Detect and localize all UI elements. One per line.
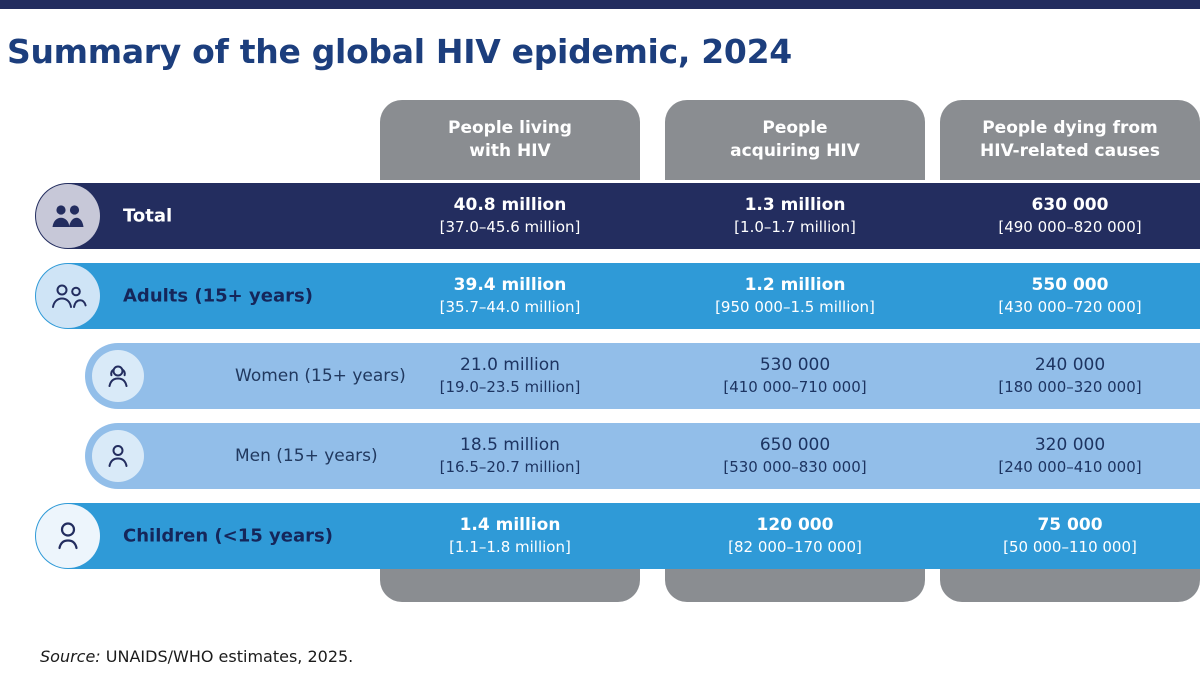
column-header-label: People living with HIV	[448, 118, 572, 161]
cell-range: [16.5–20.7 million]	[439, 457, 581, 476]
cell-adults-acquiring: 1.2 million [950 000–1.5 million]	[665, 263, 925, 329]
column-header-people-dying: People dying from HIV-related causes	[940, 100, 1200, 180]
cell-estimate: 75 000	[1037, 515, 1103, 536]
column-header-label: People acquiring HIV	[730, 118, 860, 161]
people-group-icon	[36, 184, 100, 248]
child-icon	[36, 504, 100, 568]
cell-range: [240 000–410 000]	[998, 457, 1142, 476]
cell-range: [410 000–710 000]	[723, 377, 867, 396]
man-icon	[92, 430, 144, 482]
cell-range: [82 000–170 000]	[728, 537, 862, 556]
cell-children-dying: 75 000 [50 000–110 000]	[940, 503, 1200, 569]
cell-estimate: 630 000	[1031, 195, 1109, 216]
cell-women-acquiring: 530 000 [410 000–710 000]	[665, 343, 925, 409]
cell-estimate: 530 000	[759, 355, 831, 376]
cell-range: [530 000–830 000]	[723, 457, 867, 476]
two-adults-icon	[36, 264, 100, 328]
cell-estimate: 120 000	[756, 515, 834, 536]
table-row-children: Children (<15 years) 1.4 million [1.1–1.…	[35, 503, 1200, 569]
row-label: Adults (15+ years)	[123, 285, 313, 307]
column-header-people-acquiring-hiv: People acquiring HIV	[665, 100, 925, 180]
cell-estimate: 1.2 million	[744, 275, 846, 296]
cell-estimate: 320 000	[1034, 435, 1106, 456]
table-row-total: Total 40.8 million [37.0–45.6 million] 1…	[35, 183, 1200, 249]
row-label: Women (15+ years)	[235, 366, 406, 386]
top-accent-bar	[0, 0, 1200, 9]
row-label: Total	[123, 205, 173, 227]
cell-estimate: 39.4 million	[453, 275, 567, 296]
table-row-women: Women (15+ years) 21.0 million [19.0–23.…	[85, 343, 1200, 409]
cell-estimate: 550 000	[1031, 275, 1109, 296]
cell-range: [19.0–23.5 million]	[439, 377, 581, 396]
cell-estimate: 18.5 million	[460, 435, 560, 456]
source-text: UNAIDS/WHO estimates, 2025.	[105, 647, 354, 666]
source-note: Source: UNAIDS/WHO estimates, 2025.	[40, 647, 353, 666]
woman-icon	[92, 350, 144, 402]
cell-range: [430 000–720 000]	[998, 297, 1142, 316]
table-row-adults: Adults (15+ years) 39.4 million [35.7–44…	[35, 263, 1200, 329]
cell-estimate: 40.8 million	[453, 195, 567, 216]
cell-range: [37.0–45.6 million]	[439, 217, 581, 236]
row-label: Men (15+ years)	[235, 446, 378, 466]
column-header-people-living-with-hiv: People living with HIV	[380, 100, 640, 180]
cell-men-acquiring: 650 000 [530 000–830 000]	[665, 423, 925, 489]
cell-range: [180 000–320 000]	[998, 377, 1142, 396]
cell-range: [50 000–110 000]	[1003, 537, 1137, 556]
column-band-tail	[380, 569, 640, 602]
cell-estimate: 1.4 million	[459, 515, 561, 536]
cell-range: [490 000–820 000]	[998, 217, 1142, 236]
cell-total-dying: 630 000 [490 000–820 000]	[940, 183, 1200, 249]
cell-estimate: 21.0 million	[460, 355, 560, 376]
cell-women-living: 21.0 million [19.0–23.5 million]	[380, 343, 640, 409]
cell-range: [35.7–44.0 million]	[439, 297, 581, 316]
cell-women-dying: 240 000 [180 000–320 000]	[940, 343, 1200, 409]
source-label: Source:	[40, 647, 101, 666]
cell-range: [950 000–1.5 million]	[715, 297, 875, 316]
cell-total-living: 40.8 million [37.0–45.6 million]	[380, 183, 640, 249]
table-row-men: Men (15+ years) 18.5 million [16.5–20.7 …	[85, 423, 1200, 489]
page-title: Summary of the global HIV epidemic, 2024	[7, 32, 792, 71]
cell-total-acquiring: 1.3 million [1.0–1.7 million]	[665, 183, 925, 249]
cell-estimate: 240 000	[1034, 355, 1106, 376]
cell-range: [1.1–1.8 million]	[449, 537, 571, 556]
cell-range: [1.0–1.7 million]	[734, 217, 856, 236]
cell-estimate: 1.3 million	[744, 195, 846, 216]
cell-men-living: 18.5 million [16.5–20.7 million]	[380, 423, 640, 489]
column-header-label: People dying from HIV-related causes	[980, 118, 1160, 161]
cell-children-acquiring: 120 000 [82 000–170 000]	[665, 503, 925, 569]
row-label: Children (<15 years)	[123, 525, 333, 547]
cell-children-living: 1.4 million [1.1–1.8 million]	[380, 503, 640, 569]
column-band-tail	[665, 569, 925, 602]
cell-adults-living: 39.4 million [35.7–44.0 million]	[380, 263, 640, 329]
cell-men-dying: 320 000 [240 000–410 000]	[940, 423, 1200, 489]
cell-adults-dying: 550 000 [430 000–720 000]	[940, 263, 1200, 329]
cell-estimate: 650 000	[759, 435, 831, 456]
column-band-tail	[940, 569, 1200, 602]
